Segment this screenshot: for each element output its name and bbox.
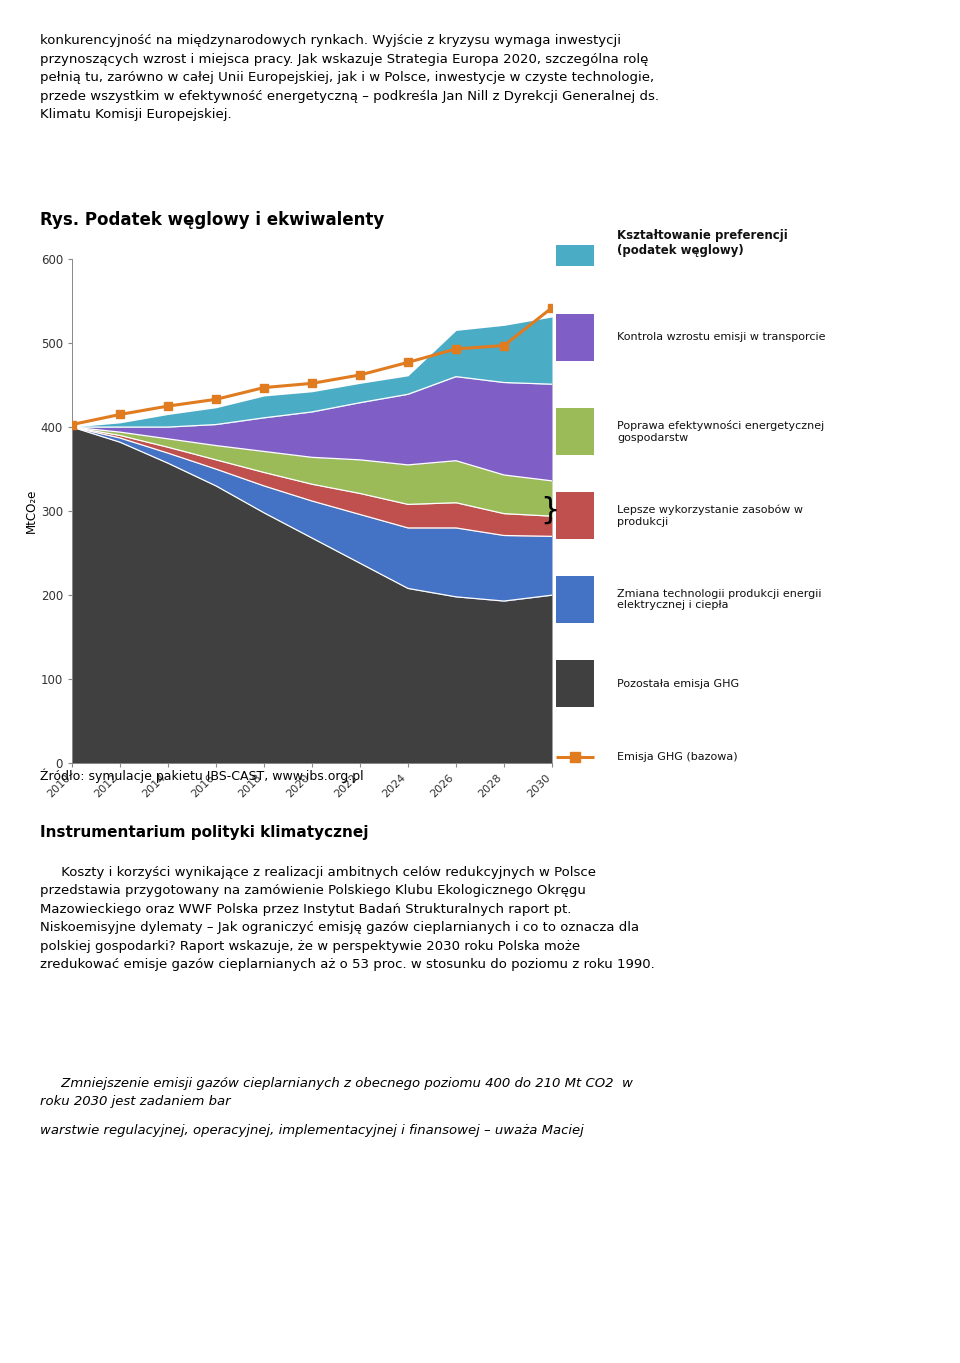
Text: Poprawa efektywności energetycznej
gospodarstw: Poprawa efektywności energetycznej gospo…: [617, 420, 825, 443]
Text: warstwie regulacyjnej, operacyjnej, implementacyjnej i finansowej – uważa Maciej: warstwie regulacyjnej, operacyjnej, impl…: [40, 1124, 584, 1138]
Text: Pozostała emisja GHG: Pozostała emisja GHG: [617, 679, 739, 688]
Bar: [556, 219, 594, 266]
Bar: [556, 492, 594, 540]
Text: Zmniejszenie emisji gazów cieplarnianych z obecnego poziomu 400 do 210 Mt CO2  w: Zmniejszenie emisji gazów cieplarnianych…: [40, 1077, 634, 1108]
Text: }: }: [540, 496, 560, 525]
Y-axis label: MtCO₂e: MtCO₂e: [25, 489, 38, 533]
Text: Koszty i korzyści wynikające z realizacji ambitnych celów redukcyjnych w Polsce
: Koszty i korzyści wynikające z realizacj…: [40, 866, 655, 970]
Text: Lepsze wykorzystanie zasobów w
produkcji: Lepsze wykorzystanie zasobów w produkcji: [617, 504, 804, 526]
Text: Instrumentarium polityki klimatycznej: Instrumentarium polityki klimatycznej: [40, 825, 369, 840]
Bar: [556, 577, 594, 623]
Text: Rys. Podatek węglowy i ekwiwalenty: Rys. Podatek węglowy i ekwiwalenty: [40, 211, 385, 229]
Text: Źródło: symulacje pakietu IBS-CAST, www.ibs.org.pl: Źródło: symulacje pakietu IBS-CAST, www.…: [40, 769, 364, 784]
Bar: [556, 660, 594, 707]
Text: Kontrola wzrostu emisji w transporcie: Kontrola wzrostu emisji w transporcie: [617, 333, 826, 342]
Bar: [556, 408, 594, 455]
Text: Emisja GHG (bazowa): Emisja GHG (bazowa): [617, 752, 738, 762]
Text: Kształtowanie preferencji
(podatek węglowy): Kształtowanie preferencji (podatek węglo…: [617, 229, 788, 256]
Bar: [556, 313, 594, 361]
Text: konkurencyjność na międzynarodowych rynkach. Wyjście z kryzysu wymaga inwestycji: konkurencyjność na międzynarodowych rynk…: [40, 34, 660, 121]
Text: Zmiana technologii produkcji energii
elektrycznej i ciepła: Zmiana technologii produkcji energii ele…: [617, 589, 822, 611]
